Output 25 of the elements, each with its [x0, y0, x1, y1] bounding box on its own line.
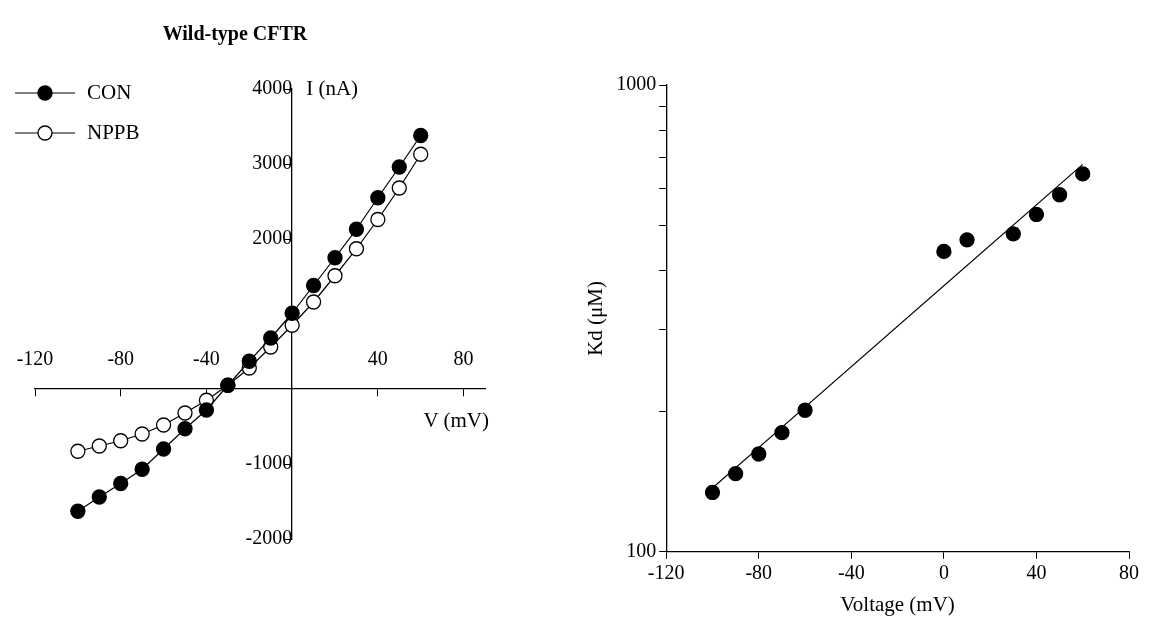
y-axis-title: Kd (μM) — [583, 280, 608, 356]
y-tick-label: 100 — [626, 539, 657, 562]
x-tick-label: 0 — [938, 561, 949, 584]
x-tick-label: -40 — [837, 561, 865, 584]
y-tick-label: -1000 — [245, 451, 293, 474]
y-axis-title: I (nA) — [306, 75, 359, 100]
x-tick-label: -40 — [193, 347, 220, 370]
y-tick-label: 3000 — [252, 151, 293, 174]
legend-label: NPPB — [87, 119, 140, 144]
x-axis-title: V (mV) — [423, 408, 489, 433]
x-tick-label: -120 — [16, 347, 54, 370]
chart-title: Wild-type CFTR — [161, 22, 309, 45]
x-tick-label: 40 — [367, 347, 388, 370]
x-tick-label: -120 — [647, 561, 685, 584]
x-tick-label: -80 — [745, 561, 773, 584]
x-tick-label: 80 — [453, 347, 474, 370]
x-tick-label: 80 — [1119, 561, 1139, 584]
y-tick-label: 1000 — [616, 72, 657, 95]
x-tick-label: 40 — [1026, 561, 1047, 584]
x-axis-title: Voltage (mV) — [840, 591, 955, 616]
x-tick-label: -80 — [107, 347, 135, 370]
y-tick-label: -2000 — [245, 526, 293, 549]
legend-label: CON — [87, 79, 132, 104]
y-tick-label: 2000 — [252, 226, 293, 249]
y-tick-label: 4000 — [252, 76, 293, 99]
